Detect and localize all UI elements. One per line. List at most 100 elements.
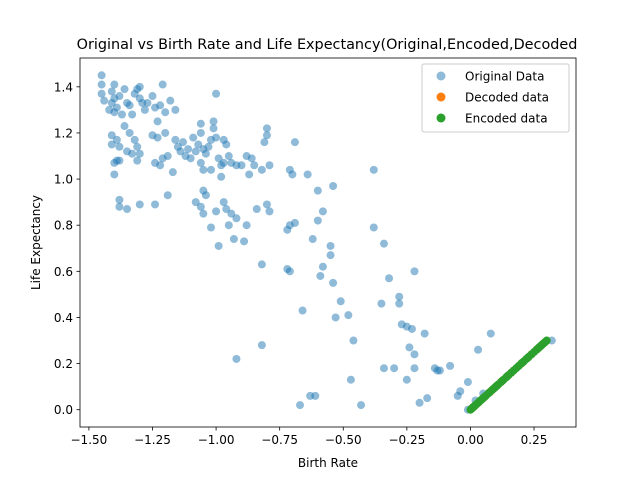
data-point bbox=[115, 92, 124, 101]
legend-marker bbox=[436, 92, 446, 102]
legend-label: Decoded data bbox=[465, 91, 549, 105]
data-point bbox=[313, 216, 322, 225]
y-tick-label: 1.2 bbox=[54, 126, 73, 140]
data-point bbox=[415, 398, 424, 407]
data-point bbox=[97, 80, 106, 89]
data-point bbox=[290, 218, 299, 227]
data-point bbox=[153, 117, 162, 126]
data-point bbox=[128, 110, 137, 119]
data-point bbox=[369, 223, 378, 232]
data-point bbox=[206, 223, 215, 232]
data-point bbox=[156, 101, 165, 110]
data-point bbox=[128, 149, 137, 158]
data-point bbox=[250, 161, 259, 170]
data-point bbox=[107, 87, 116, 96]
data-point bbox=[316, 271, 325, 280]
data-point bbox=[115, 195, 124, 204]
data-point bbox=[486, 329, 495, 338]
data-point bbox=[171, 105, 180, 114]
data-point bbox=[194, 140, 203, 149]
x-tick-label: 0.00 bbox=[457, 433, 484, 447]
data-point bbox=[166, 96, 175, 105]
legend-marker bbox=[436, 71, 446, 81]
data-point bbox=[395, 299, 404, 308]
data-point bbox=[407, 324, 416, 333]
data-point bbox=[346, 375, 355, 384]
y-axis-label: Life Expectancy bbox=[29, 195, 43, 290]
data-point bbox=[179, 138, 188, 147]
data-point bbox=[143, 98, 152, 107]
data-point bbox=[331, 313, 340, 322]
data-point bbox=[247, 154, 256, 163]
data-point bbox=[133, 156, 142, 165]
data-point bbox=[135, 82, 144, 91]
data-point bbox=[206, 165, 215, 174]
x-axis-label: Birth Rate bbox=[298, 456, 358, 470]
data-point bbox=[232, 354, 241, 363]
data-point bbox=[201, 149, 210, 158]
data-point bbox=[123, 205, 132, 214]
data-point bbox=[262, 124, 271, 133]
chart-title: Original vs Birth Rate and Life Expectan… bbox=[77, 37, 578, 53]
data-point bbox=[217, 172, 226, 181]
data-point bbox=[395, 292, 404, 301]
x-tick-label: −0.50 bbox=[325, 433, 362, 447]
data-point bbox=[303, 170, 312, 179]
data-point bbox=[219, 135, 228, 144]
data-point bbox=[110, 80, 119, 89]
data-point bbox=[186, 154, 195, 163]
data-point bbox=[242, 221, 251, 230]
data-point bbox=[433, 366, 442, 375]
data-point bbox=[318, 207, 327, 216]
data-point bbox=[97, 89, 106, 98]
data-point bbox=[410, 364, 419, 373]
data-point bbox=[212, 207, 221, 216]
data-point bbox=[405, 343, 414, 352]
data-point bbox=[163, 191, 172, 200]
data-point bbox=[232, 214, 241, 223]
data-point bbox=[204, 142, 213, 151]
y-tick-label: 0.0 bbox=[54, 403, 73, 417]
data-point bbox=[245, 170, 254, 179]
data-point bbox=[262, 200, 271, 209]
data-point bbox=[326, 241, 335, 250]
data-point bbox=[212, 89, 221, 98]
data-point bbox=[189, 133, 198, 142]
data-point bbox=[219, 158, 228, 167]
data-point bbox=[290, 138, 299, 147]
data-point bbox=[463, 378, 472, 387]
data-point bbox=[120, 122, 129, 131]
data-point bbox=[196, 119, 205, 128]
legend-marker bbox=[436, 113, 446, 123]
data-point bbox=[229, 235, 238, 244]
data-point bbox=[161, 128, 170, 137]
data-point bbox=[420, 329, 429, 338]
y-tick-label: 1.4 bbox=[54, 80, 73, 94]
data-point bbox=[329, 278, 338, 287]
data-point bbox=[153, 133, 162, 142]
legend-label: Original Data bbox=[465, 70, 544, 84]
data-point bbox=[117, 110, 126, 119]
y-tick-label: 0.4 bbox=[54, 311, 73, 325]
data-point bbox=[130, 135, 139, 144]
data-point bbox=[125, 128, 134, 137]
data-point bbox=[112, 103, 121, 112]
data-point bbox=[151, 200, 160, 209]
data-point bbox=[240, 237, 249, 246]
data-point bbox=[474, 345, 483, 354]
data-point bbox=[222, 205, 231, 214]
data-point bbox=[456, 387, 465, 396]
data-point bbox=[115, 202, 124, 211]
data-point bbox=[237, 161, 246, 170]
x-tick-label: −1.25 bbox=[134, 433, 171, 447]
data-point bbox=[135, 200, 144, 209]
data-point bbox=[191, 198, 200, 207]
data-point bbox=[199, 165, 208, 174]
data-point bbox=[369, 165, 378, 174]
x-tick-label: 0.25 bbox=[521, 433, 548, 447]
data-point bbox=[224, 221, 233, 230]
x-tick-label: −0.75 bbox=[261, 433, 298, 447]
data-point bbox=[107, 131, 116, 140]
data-point bbox=[306, 391, 315, 400]
data-point bbox=[125, 101, 134, 110]
